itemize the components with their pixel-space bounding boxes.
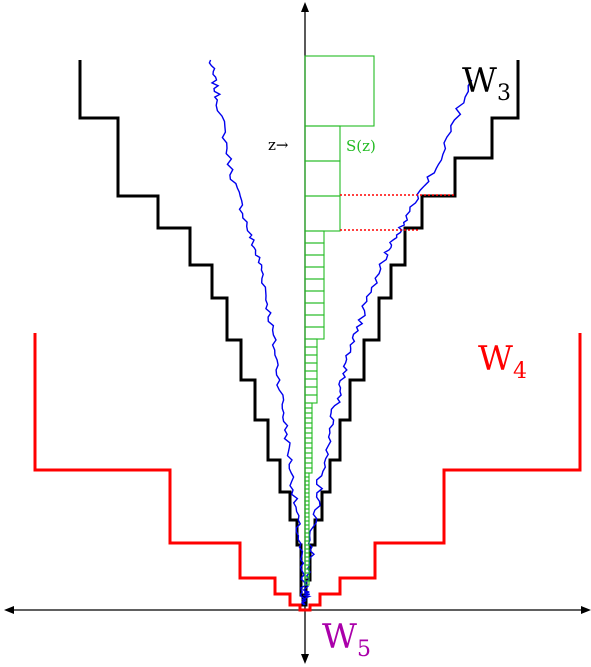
s-box [304,437,313,444]
s-box [304,462,313,469]
s-box [304,278,325,292]
w3-boundary-curve [78,60,520,607]
s-box [304,266,325,280]
y-axis-bottom-arrowhead [301,654,309,664]
s-box [304,394,318,404]
s-box [304,354,318,364]
s-box [304,417,313,424]
s-box [304,432,313,439]
s-box [304,302,325,316]
s-box [304,378,318,388]
s-box [304,230,325,244]
x-axis-right-arrowhead [581,606,591,614]
w4-boundary-curve [33,333,582,612]
s-box [304,314,325,328]
s-box [304,326,325,340]
s-box [304,457,313,464]
s-box [304,467,313,474]
brownian-left-curve [208,59,307,606]
s-box [304,242,325,256]
s-of-z-label: S(z) [346,137,376,155]
axis-arrowheads [4,2,591,664]
s-box [304,160,341,197]
s-box [304,447,313,454]
w3-label: W3 [462,61,511,106]
s-box [304,362,318,372]
s-box [304,452,313,459]
s-box [304,338,318,348]
w5-label: W5 [322,617,371,662]
s-box [304,370,318,380]
s-box [304,386,318,396]
brownian-right-curve [301,79,473,606]
red-dotted-connectors [340,194,455,231]
s-box [304,412,313,419]
s-box [304,427,313,434]
s-box [304,407,313,414]
y-axis-top-arrowhead [301,2,309,12]
s-box [304,254,325,268]
s-box [304,442,313,449]
s-boxes [304,55,375,586]
x-axis-left-arrowhead [4,606,14,614]
s-box [304,580,310,586]
s-box [304,290,325,304]
w4-label: W4 [478,339,527,384]
s-box [304,55,375,127]
s-box [304,346,318,356]
z-pointer-label: z→ [268,136,289,154]
s-box [304,195,341,232]
s-box [304,125,341,162]
s-box [304,422,313,429]
s-box [304,402,313,409]
